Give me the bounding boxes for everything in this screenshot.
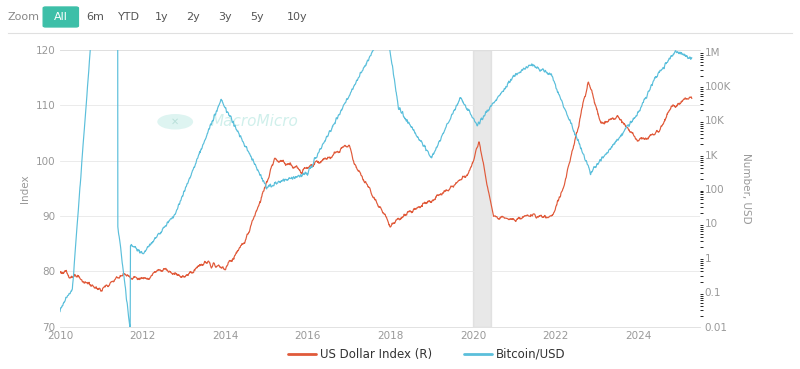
Y-axis label: Index: Index	[20, 174, 30, 203]
Text: US Dollar Index (R): US Dollar Index (R)	[320, 348, 432, 361]
Text: 3y: 3y	[218, 11, 232, 22]
Text: Zoom: Zoom	[8, 11, 40, 22]
Text: 5y: 5y	[250, 11, 264, 22]
Y-axis label: Number, USD: Number, USD	[741, 153, 750, 224]
Text: 2y: 2y	[186, 11, 200, 22]
Text: ✕: ✕	[171, 117, 179, 127]
Circle shape	[158, 114, 193, 130]
Text: Bitcoin/USD: Bitcoin/USD	[496, 348, 566, 361]
Text: 1y: 1y	[154, 11, 168, 22]
Text: YTD: YTD	[118, 11, 140, 22]
Text: 10y: 10y	[286, 11, 307, 22]
Text: 6m: 6m	[86, 11, 104, 22]
Bar	[473, 50, 491, 327]
Text: All: All	[54, 11, 68, 22]
Text: MacroMicro: MacroMicro	[210, 114, 298, 129]
